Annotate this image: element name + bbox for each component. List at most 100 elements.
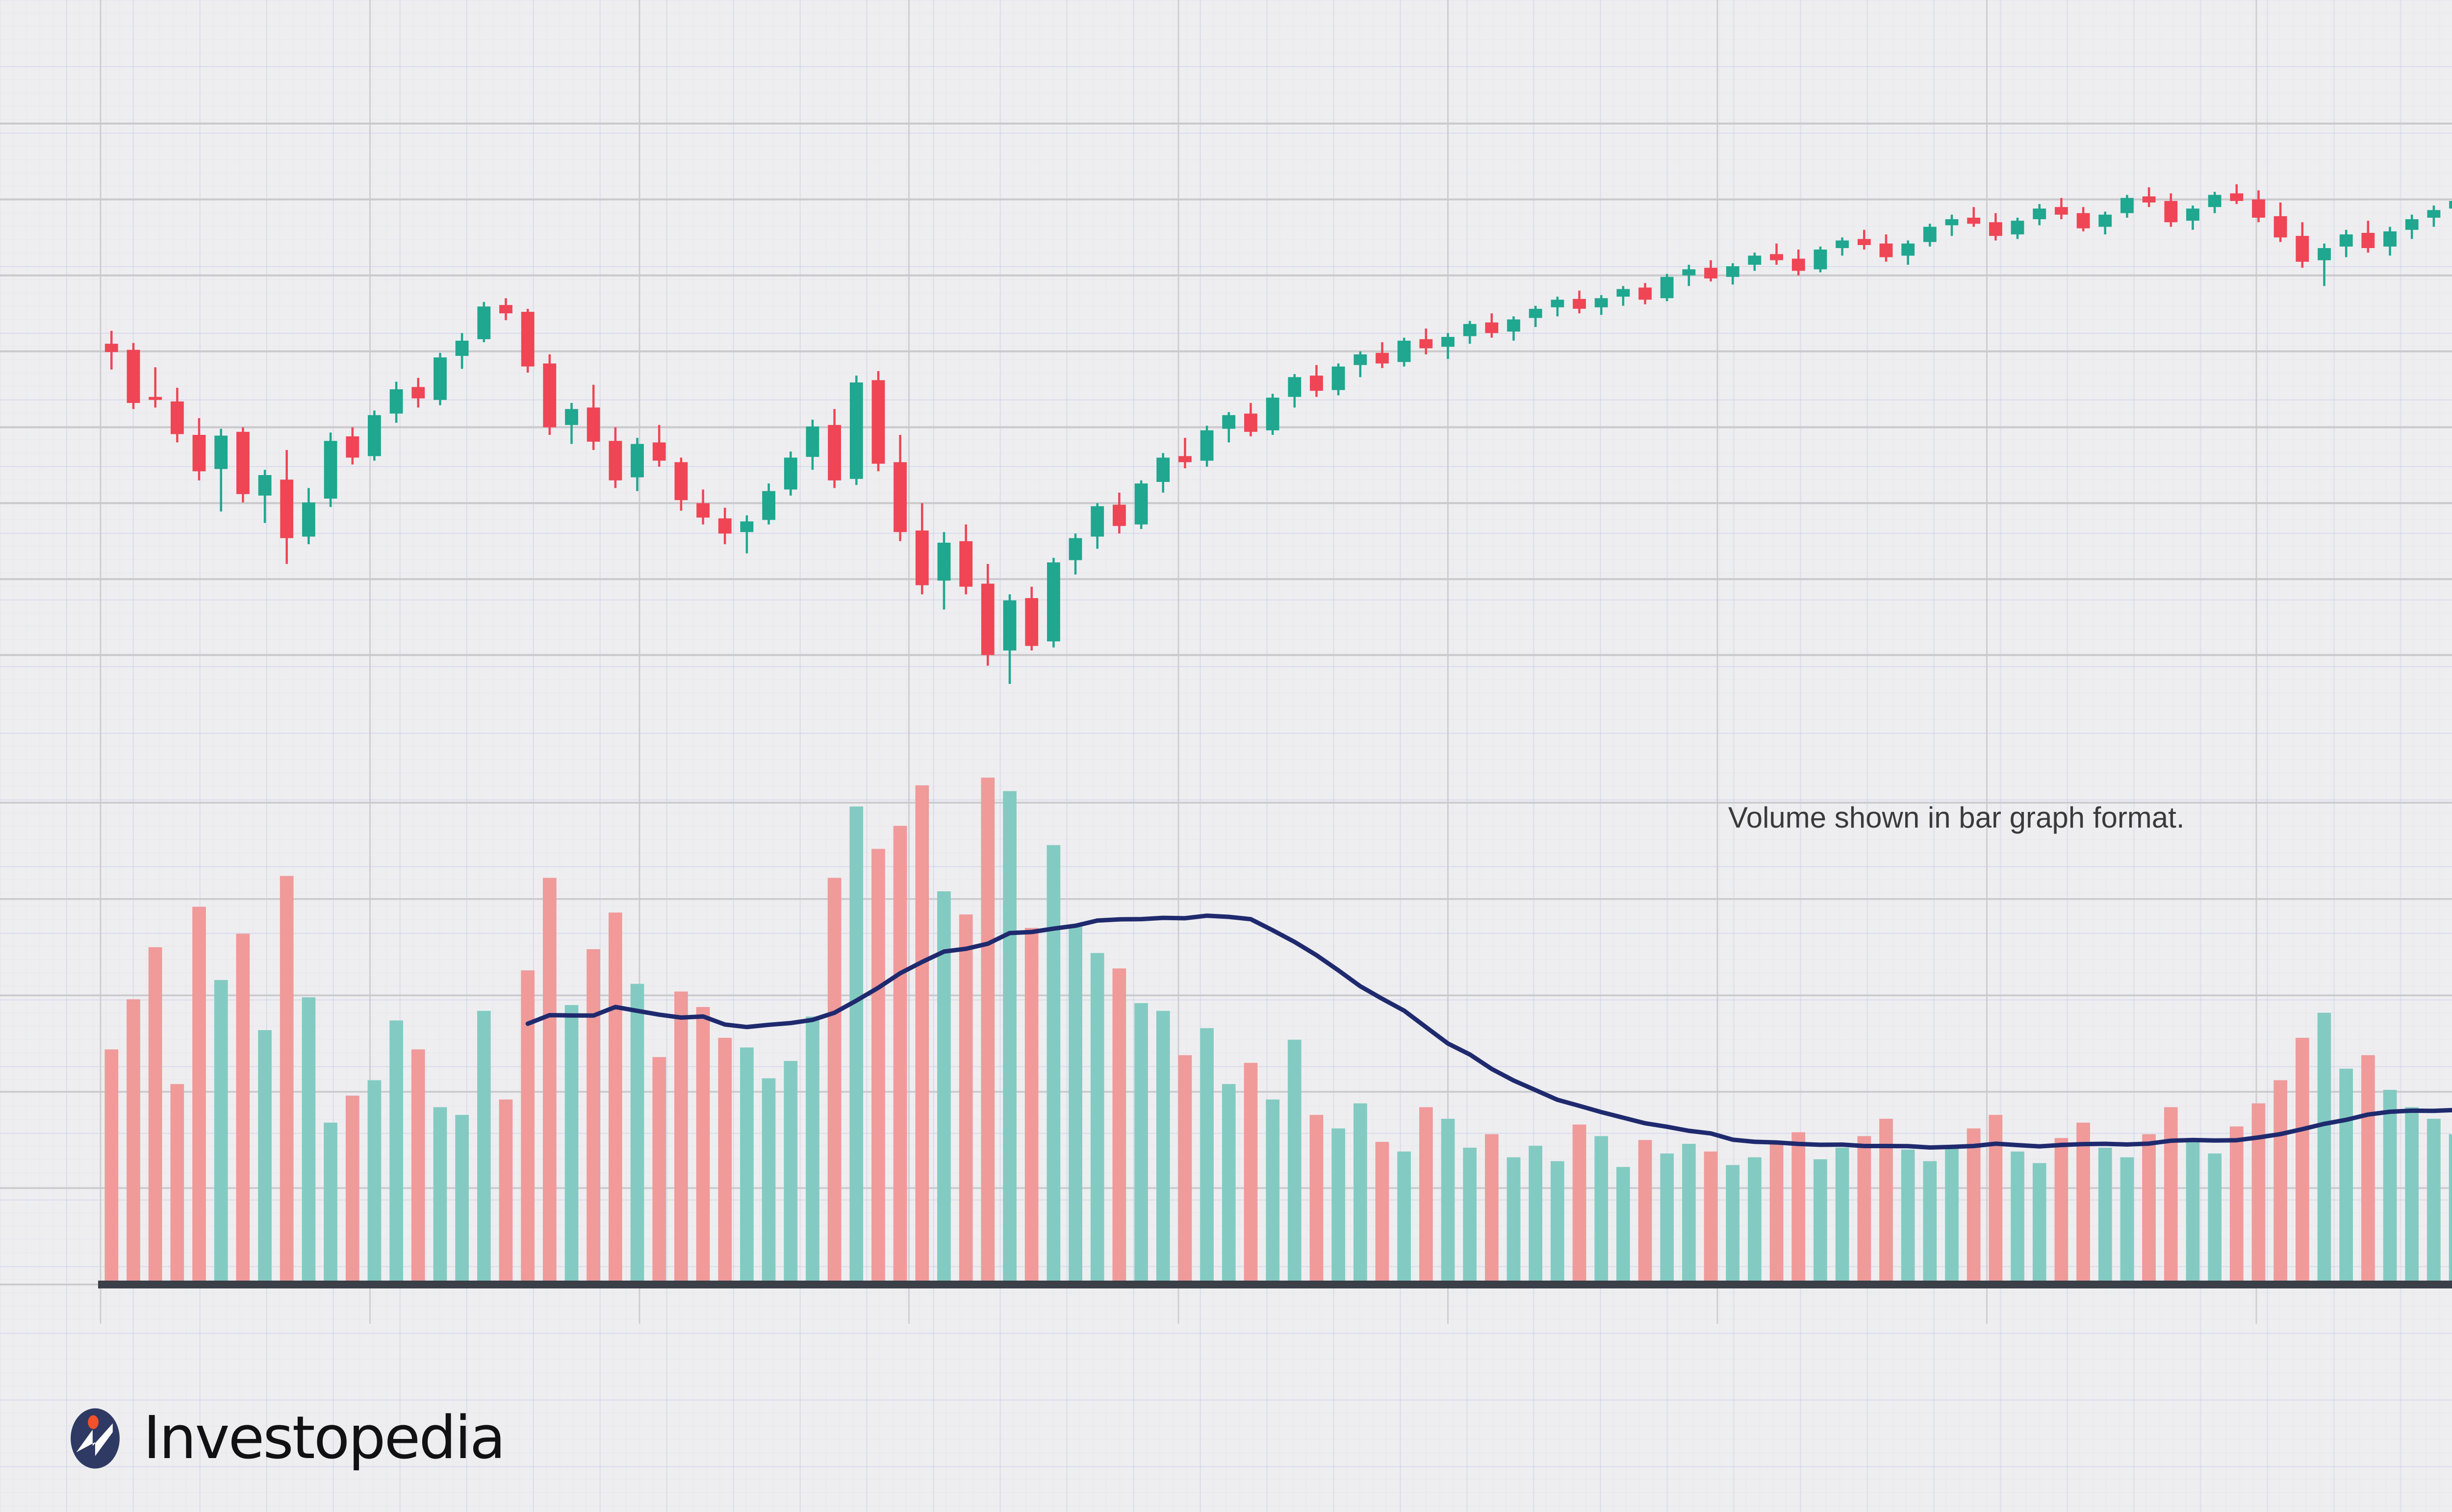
volume-bar <box>2164 1107 2178 1285</box>
candle-body <box>1967 218 1981 224</box>
candle-body <box>1463 324 1477 336</box>
volume-bar <box>1156 1010 1170 1285</box>
candle-body <box>2427 210 2441 218</box>
candle-body <box>1419 339 1433 349</box>
volume-bar <box>740 1047 754 1285</box>
volume-bar <box>1638 1140 1652 1285</box>
volume-bar <box>564 1005 579 1285</box>
volume-bar <box>981 778 995 1285</box>
volume-bar <box>2098 1147 2112 1285</box>
volume-bar <box>2383 1089 2397 1285</box>
candle-body <box>1069 538 1082 560</box>
volume-bar <box>630 983 644 1285</box>
candle-body <box>368 415 381 456</box>
candle-body <box>1178 456 1192 462</box>
candle-body <box>2405 219 2419 230</box>
volume-annotation-text: Volume shown in bar graph format. <box>1728 801 2185 834</box>
volume-bar <box>1024 928 1039 1285</box>
candle-body <box>2098 214 2112 227</box>
volume-bar <box>1616 1167 1630 1285</box>
volume-bar <box>1047 845 1061 1285</box>
candle-body <box>543 363 557 428</box>
volume-bar <box>455 1115 469 1285</box>
volume-bar <box>674 991 688 1285</box>
candle-body <box>1594 298 1608 307</box>
volume-bar <box>937 891 951 1285</box>
candle-body <box>2142 196 2156 202</box>
candle-body <box>2361 233 2375 248</box>
candle-body <box>1047 562 1060 642</box>
volume-bar <box>1112 968 1126 1285</box>
candle-body <box>1726 266 1739 277</box>
candle-body <box>981 583 995 655</box>
candle-body <box>2033 208 2046 220</box>
candle-body <box>2186 208 2199 221</box>
candle-body <box>1551 300 1564 307</box>
volume-bar <box>587 949 600 1285</box>
candle-body <box>171 401 184 434</box>
volume-bar <box>1222 1084 1236 1285</box>
candle-body <box>1354 354 1367 365</box>
candle-body <box>236 431 250 494</box>
candle-body <box>1682 269 1696 276</box>
volume-bar <box>1726 1165 1740 1285</box>
candle-body <box>762 491 775 520</box>
volume-bar <box>1354 1103 1367 1285</box>
volume-bar <box>1857 1136 1871 1285</box>
candle-body <box>587 407 600 442</box>
candle-body <box>959 541 973 587</box>
candle-body <box>1200 430 1214 461</box>
candle-body <box>784 457 797 490</box>
candle-body <box>652 442 666 461</box>
candle-body <box>674 462 688 501</box>
candle-body <box>1376 353 1389 364</box>
volume-bar <box>718 1037 732 1285</box>
candle-body <box>1266 398 1279 430</box>
right-axis <box>98 1281 2452 1288</box>
volume-bar <box>1945 1145 1959 1285</box>
volume-bar <box>1660 1153 1674 1285</box>
candle-body <box>1091 506 1104 537</box>
volume-bar <box>1901 1149 1915 1285</box>
volume-bar <box>148 947 162 1285</box>
candle-body <box>192 435 206 472</box>
candle-body <box>1770 254 1783 260</box>
volume-bar <box>1090 953 1104 1285</box>
candle-body <box>1025 598 1039 646</box>
volume-bar <box>2208 1153 2222 1285</box>
volume-bar <box>236 933 250 1285</box>
volume-bar <box>2251 1103 2266 1285</box>
volume-bar <box>345 1095 359 1285</box>
volume-bar <box>1923 1161 1937 1285</box>
volume-bar <box>1594 1136 1609 1285</box>
candle-body <box>302 502 315 537</box>
candle-body <box>849 382 863 479</box>
volume-bar <box>2011 1151 2024 1285</box>
volume-bar <box>1769 1142 1784 1285</box>
volume-bar <box>1397 1151 1411 1285</box>
candle-body <box>718 518 732 534</box>
volume-bar <box>2449 1134 2452 1285</box>
volume-bar <box>433 1107 447 1285</box>
candle-body <box>1923 227 1937 242</box>
candle-body <box>280 479 294 538</box>
candle-body <box>127 350 140 403</box>
candle-body <box>1638 287 1652 300</box>
volume-bar <box>1419 1107 1433 1285</box>
candle-body <box>828 425 841 480</box>
volume-bar <box>1879 1118 1893 1285</box>
candle-body <box>2055 207 2068 215</box>
volume-bar <box>1134 1003 1148 1285</box>
candle-body <box>411 387 425 399</box>
candle-body <box>1813 250 1827 270</box>
volume-bar <box>2296 1037 2309 1285</box>
candle-body <box>609 441 622 480</box>
volume-bar <box>1967 1128 1981 1285</box>
candle-body <box>696 503 710 518</box>
candlestick-series <box>104 184 2452 684</box>
candle-body <box>1485 322 1499 333</box>
volume-bar <box>871 849 885 1285</box>
volume-bar <box>170 1084 184 1285</box>
